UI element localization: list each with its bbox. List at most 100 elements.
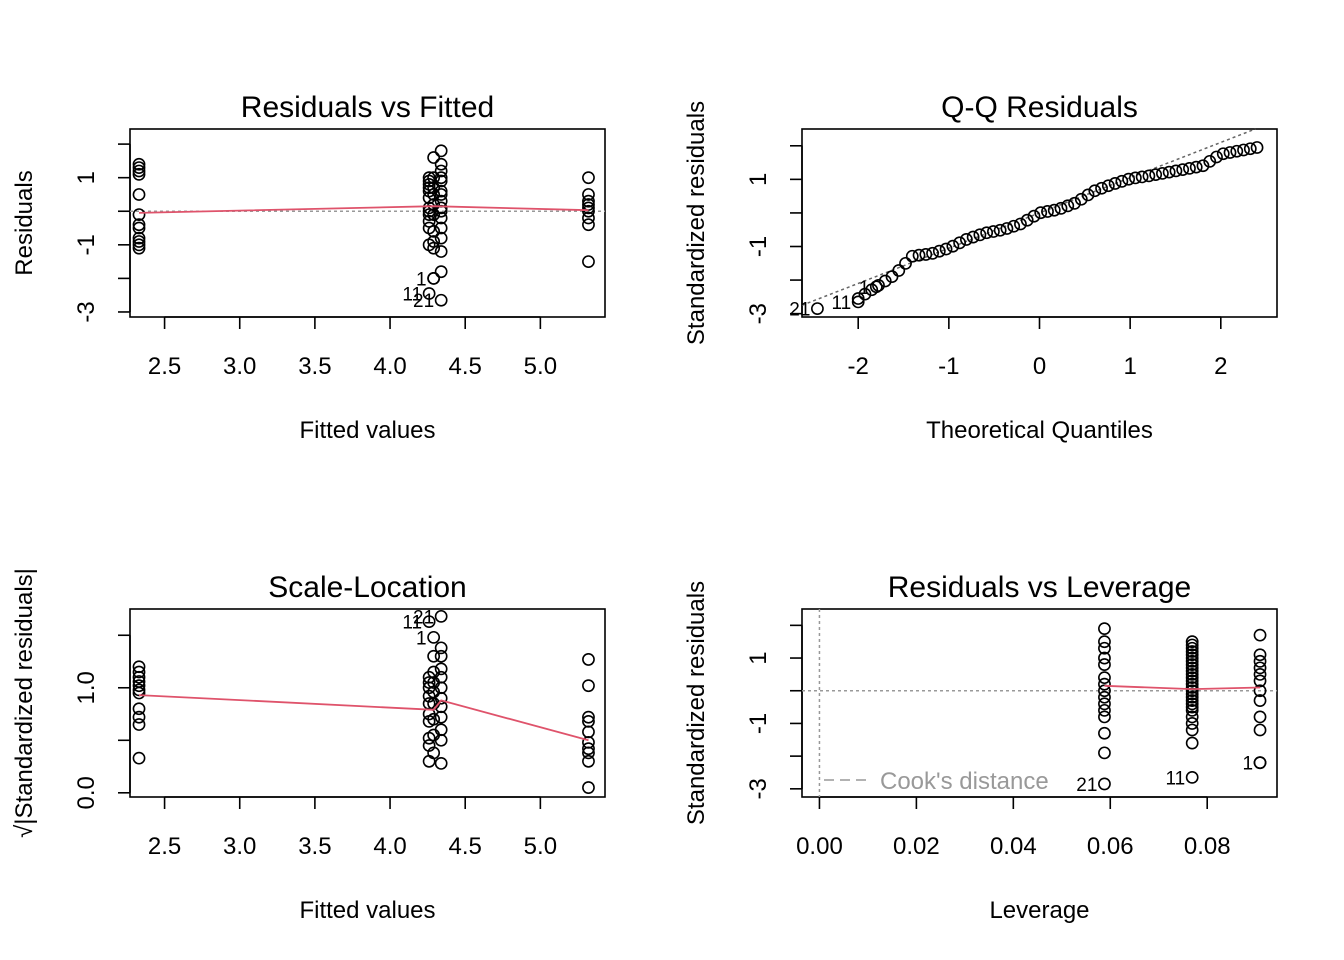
point-label: 1 [416,628,427,649]
data-point [858,287,872,301]
data-point [1185,700,1199,714]
data-point [1115,174,1129,188]
data-point [1098,690,1111,704]
data-point [1074,192,1088,206]
data-point [1237,143,1250,157]
data-point [582,171,595,185]
data-point [434,691,448,705]
y-tick-label: 1 [745,651,772,664]
data-point [132,710,146,724]
data-point [434,245,448,258]
data-point [1088,184,1102,198]
data-point [582,653,595,666]
y-tick-label: -3 [745,778,772,799]
data-point [946,239,960,253]
data-point [132,241,146,255]
point-label: 11 [831,293,851,314]
data-point [427,649,441,663]
data-point [1176,163,1190,177]
data-point [1253,723,1267,737]
y-axis-label: Residuals [11,170,38,275]
data-point [434,710,448,724]
point-label: 1 [859,278,870,299]
data-point [980,226,994,240]
x-tick-label: 2 [1214,353,1227,380]
smoother-line [1104,684,1261,691]
data-point [1253,674,1267,688]
data-point [1185,690,1199,704]
data-point [132,167,146,181]
data-point [1230,144,1244,158]
panel-residuals-vs-leverage: Residuals vs Leverage Leverage Standardize… [683,571,1278,924]
x-tick-label: -2 [848,353,869,380]
data-point [993,223,1007,237]
data-point [1185,736,1199,750]
data-point [1098,697,1111,711]
y-tick-label: -1 [745,236,772,257]
data-point [926,246,939,260]
data-point [582,710,595,724]
plot-frame [129,128,606,318]
data-point [132,679,146,693]
data-point [132,164,146,178]
data-point [1185,661,1199,675]
point-label: 11 [1165,768,1185,789]
data-point [434,641,448,655]
y-axis-label: Standardized residuals [683,101,710,345]
data-point [1243,142,1257,156]
y-tick-label: 0.0 [73,776,100,809]
data-point [1253,648,1267,662]
data-point [582,679,595,693]
data-point [1108,177,1122,190]
data-point [912,248,926,262]
data-point [1098,726,1111,740]
point-label: 21 [413,291,434,312]
x-tick-label: -1 [938,353,959,380]
data-point [427,271,441,285]
data-point [878,274,892,288]
data-point [1253,667,1267,681]
data-point [1250,141,1264,154]
data-point [1061,199,1075,213]
data-point [1098,746,1111,760]
point-label: 1 [1242,754,1253,775]
data-point [1156,166,1169,180]
x-tick-label: 4.0 [373,353,406,380]
data-point [582,201,595,215]
data-point [1068,196,1081,210]
data-point [427,241,441,255]
data-point [434,184,448,198]
data-point [919,248,933,261]
y-tick-label: 1 [73,171,100,184]
smoother-line [138,694,589,742]
plot-frame [129,608,606,798]
data-point [932,244,946,258]
data-point [1098,677,1111,691]
data-point [1098,622,1111,636]
data-point [427,181,441,195]
data-point [987,225,1000,238]
data-point [132,218,146,232]
data-point [1098,635,1111,649]
data-point [1101,179,1115,193]
x-axis-label: Leverage [989,897,1089,924]
data-point [434,265,448,279]
y-axis-label-text: |Standardized residuals| [11,568,38,825]
x-axis-label: Fitted values [299,897,435,924]
data-point [582,725,595,739]
data-point [872,278,885,292]
panel-qq-residuals: Q-Q Residuals Theoretical Quantiles Standa… [683,91,1278,444]
data-point [582,194,595,208]
data-point [1196,159,1210,173]
data-point [1000,222,1014,235]
y-tick-label: -1 [73,234,100,255]
data-point [1128,171,1142,185]
data-point [427,188,441,201]
y-axis-label-sqrt: √ [11,824,38,838]
data-point [132,208,146,222]
data-point [1185,648,1199,662]
data-point [869,280,883,294]
x-tick-label: 4.0 [373,833,406,860]
x-tick-label: 4.5 [449,353,482,380]
data-point [1020,213,1034,227]
